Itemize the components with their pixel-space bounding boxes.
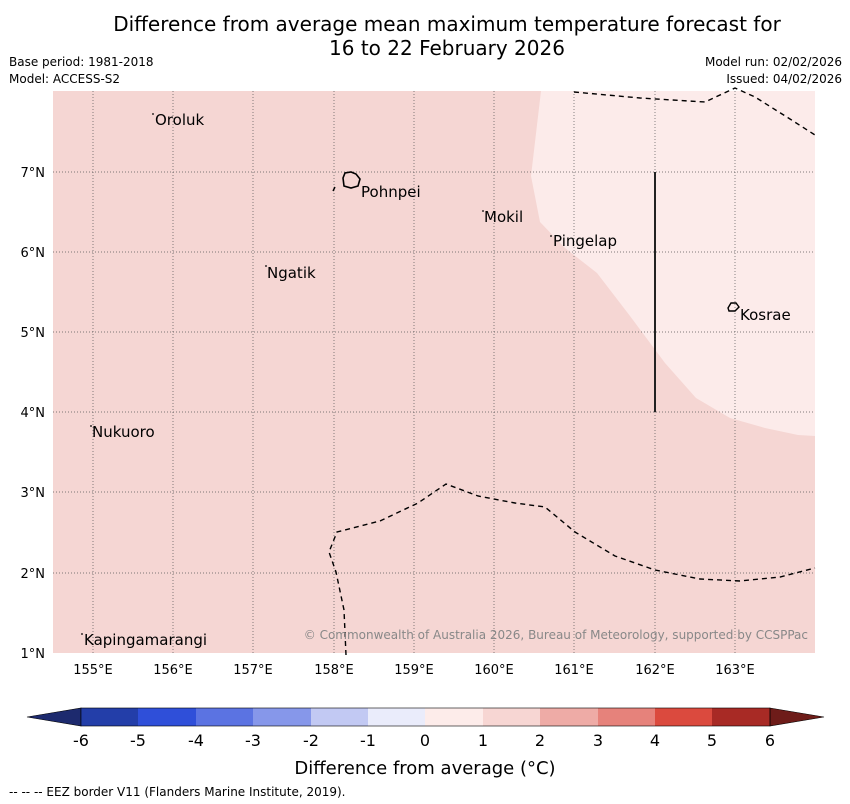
- colorbar-bin: [196, 708, 254, 726]
- map-title: Difference from average mean maximum tem…: [0, 12, 850, 60]
- lat-tick: 7°N: [21, 166, 46, 181]
- colorbar-bin: [540, 708, 598, 726]
- eez-legend: -- -- -- EEZ border V11 (Flanders Marine…: [9, 785, 346, 799]
- lon-tick: 162°E: [635, 663, 675, 678]
- meta-right: Model run: 02/02/2026 Issued: 04/02/2026: [705, 54, 842, 88]
- colorbar-bin: [81, 708, 139, 726]
- lon-tick: 155°E: [73, 663, 113, 678]
- colorbar-bin: [138, 708, 196, 726]
- issued-date: Issued: 04/02/2026: [726, 72, 842, 86]
- colorbar-tick: 1: [478, 731, 488, 750]
- colorbar-tick: 4: [650, 731, 660, 750]
- colorbar-label: Difference from average (°C): [294, 758, 555, 779]
- colorbar-tick: 0: [420, 731, 430, 750]
- colorbar-extend-low: [26, 707, 82, 727]
- colorbar-extend-high: [769, 707, 825, 727]
- label-ngatik: Ngatik: [267, 264, 316, 282]
- colorbar-tick: -4: [188, 731, 204, 750]
- label-mokil: Mokil: [484, 208, 523, 226]
- lon-tick: 160°E: [474, 663, 514, 678]
- colorbar-bin: [598, 708, 656, 726]
- label-pohnpei: Pohnpei: [361, 183, 421, 201]
- colorbar-tick: -6: [73, 731, 89, 750]
- colorbar-bin: [425, 708, 483, 726]
- lon-tick: 159°E: [394, 663, 434, 678]
- colorbar-outline: [80, 707, 771, 727]
- colorbar-tick: 2: [535, 731, 545, 750]
- lon-tick: 163°E: [715, 663, 755, 678]
- colorbar-bin: [368, 708, 426, 726]
- colorbar-tick: 5: [707, 731, 717, 750]
- lat-tick: 5°N: [21, 326, 46, 341]
- lon-tick: 156°E: [153, 663, 193, 678]
- label-oroluk: Oroluk: [155, 111, 204, 129]
- base-period: Base period: 1981-2018: [9, 55, 154, 69]
- pohnpei-island: [342, 171, 361, 189]
- lat-tick: 1°N: [21, 647, 46, 662]
- label-kapingamarangi: Kapingamarangi: [84, 631, 207, 649]
- colorbar: [26, 707, 825, 727]
- label-kosrae: Kosrae: [740, 306, 791, 324]
- meta-left: Base period: 1981-2018 Model: ACCESS-S2: [9, 54, 154, 88]
- label-pingelap: Pingelap: [553, 232, 617, 250]
- title-line-2: 16 to 22 February 2026: [329, 36, 565, 60]
- colorbar-tick: 6: [765, 731, 775, 750]
- colorbar-tick: -5: [130, 731, 146, 750]
- atoll-marks: [81, 113, 552, 635]
- colorbar-bin: [712, 708, 770, 726]
- title-line-1: Difference from average mean maximum tem…: [113, 12, 781, 36]
- lon-tick: 158°E: [314, 663, 354, 678]
- colorbar-bin: [655, 708, 713, 726]
- eez-borders: [328, 87, 816, 656]
- lat-tick: 2°N: [21, 567, 46, 582]
- lat-tick: 4°N: [21, 406, 46, 421]
- model-run: Model run: 02/02/2026: [704, 55, 842, 69]
- lat-tick: 6°N: [21, 246, 46, 261]
- colorbar-tick: -2: [303, 731, 319, 750]
- copyright-text: © Commonwealth of Australia 2026, Bureau…: [304, 628, 808, 642]
- colorbar-bin: [311, 708, 369, 726]
- colorbar-tick: -1: [360, 731, 376, 750]
- model-name: Model: ACCESS-S2: [9, 72, 121, 86]
- lon-tick: 157°E: [233, 663, 273, 678]
- lon-tick: 161°E: [554, 663, 594, 678]
- kosrae-island: [727, 302, 740, 312]
- label-nukuoro: Nukuoro: [92, 423, 155, 441]
- lat-tick: 3°N: [21, 486, 46, 501]
- colorbar-bin: [483, 708, 541, 726]
- colorbar-tick: 3: [593, 731, 603, 750]
- colorbar-bin: [253, 708, 311, 726]
- ant-atoll: [332, 186, 336, 192]
- contour-region-0-1: [531, 91, 815, 436]
- colorbar-tick: -3: [245, 731, 261, 750]
